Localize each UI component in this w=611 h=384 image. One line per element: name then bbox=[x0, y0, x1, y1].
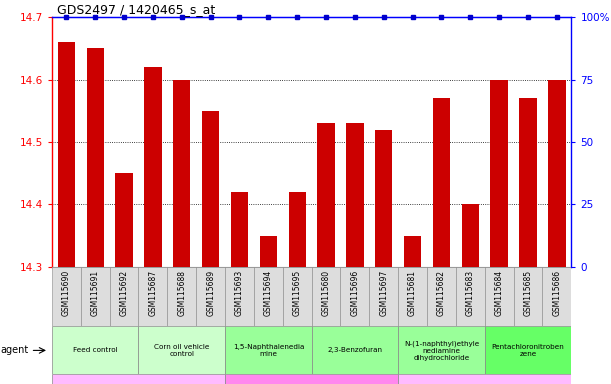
Bar bbox=[398, 374, 571, 384]
Bar bbox=[485, 326, 571, 374]
Bar bbox=[519, 98, 536, 267]
Bar bbox=[231, 192, 248, 267]
Bar bbox=[52, 267, 81, 326]
Bar bbox=[196, 267, 225, 326]
Text: N-(1-naphthyl)ethyle
nediamine
dihydrochloride: N-(1-naphthyl)ethyle nediamine dihydroch… bbox=[404, 340, 479, 361]
Bar bbox=[225, 374, 398, 384]
Text: GSM115697: GSM115697 bbox=[379, 270, 388, 316]
Bar bbox=[109, 267, 139, 326]
Bar bbox=[57, 42, 75, 267]
Text: GSM115694: GSM115694 bbox=[264, 270, 273, 316]
Text: GDS2497 / 1420465_s_at: GDS2497 / 1420465_s_at bbox=[57, 3, 216, 16]
Text: GSM115686: GSM115686 bbox=[552, 270, 562, 316]
Bar bbox=[543, 267, 571, 326]
Bar bbox=[173, 79, 191, 267]
Bar bbox=[514, 267, 543, 326]
Text: agent: agent bbox=[1, 345, 29, 356]
Text: GSM115685: GSM115685 bbox=[524, 270, 533, 316]
Text: 1,5-Naphthalenedia
mine: 1,5-Naphthalenedia mine bbox=[233, 344, 304, 357]
Bar bbox=[491, 79, 508, 267]
Text: GSM115691: GSM115691 bbox=[90, 270, 100, 316]
Bar bbox=[52, 326, 139, 374]
Bar bbox=[144, 67, 161, 267]
Text: GSM115681: GSM115681 bbox=[408, 270, 417, 316]
Bar bbox=[317, 123, 335, 267]
Bar bbox=[115, 173, 133, 267]
Bar bbox=[225, 267, 254, 326]
Bar bbox=[312, 267, 340, 326]
Text: GSM115693: GSM115693 bbox=[235, 270, 244, 316]
Text: GSM115684: GSM115684 bbox=[495, 270, 503, 316]
Text: GSM115680: GSM115680 bbox=[321, 270, 331, 316]
Bar bbox=[427, 267, 456, 326]
Bar bbox=[485, 267, 514, 326]
Text: Pentachloronitroben
zene: Pentachloronitroben zene bbox=[492, 344, 565, 357]
Bar bbox=[87, 48, 104, 267]
Bar bbox=[548, 79, 566, 267]
Bar bbox=[202, 111, 219, 267]
Bar bbox=[433, 98, 450, 267]
Text: GSM115689: GSM115689 bbox=[206, 270, 215, 316]
Bar bbox=[375, 129, 392, 267]
Bar bbox=[260, 236, 277, 267]
Bar bbox=[283, 267, 312, 326]
Bar bbox=[369, 267, 398, 326]
Text: 2,3-Benzofuran: 2,3-Benzofuran bbox=[327, 348, 382, 353]
Bar bbox=[346, 123, 364, 267]
Bar bbox=[288, 192, 306, 267]
Bar bbox=[462, 204, 479, 267]
Bar bbox=[81, 267, 109, 326]
Bar bbox=[167, 267, 196, 326]
Text: GSM115696: GSM115696 bbox=[350, 270, 359, 316]
Text: GSM115682: GSM115682 bbox=[437, 270, 446, 316]
Bar bbox=[312, 326, 398, 374]
Bar bbox=[254, 267, 283, 326]
Text: GSM115695: GSM115695 bbox=[293, 270, 302, 316]
Text: GSM115692: GSM115692 bbox=[120, 270, 128, 316]
Text: GSM115690: GSM115690 bbox=[62, 270, 71, 316]
Bar bbox=[456, 267, 485, 326]
Bar bbox=[404, 236, 421, 267]
Text: GSM115688: GSM115688 bbox=[177, 270, 186, 316]
Text: Corn oil vehicle
control: Corn oil vehicle control bbox=[154, 344, 210, 357]
Bar bbox=[52, 374, 225, 384]
Text: GSM115687: GSM115687 bbox=[148, 270, 158, 316]
Bar bbox=[139, 267, 167, 326]
Bar bbox=[398, 326, 485, 374]
Bar bbox=[139, 326, 225, 374]
Bar bbox=[340, 267, 369, 326]
Text: Feed control: Feed control bbox=[73, 348, 117, 353]
Bar bbox=[225, 326, 312, 374]
Bar bbox=[398, 267, 427, 326]
Text: GSM115683: GSM115683 bbox=[466, 270, 475, 316]
